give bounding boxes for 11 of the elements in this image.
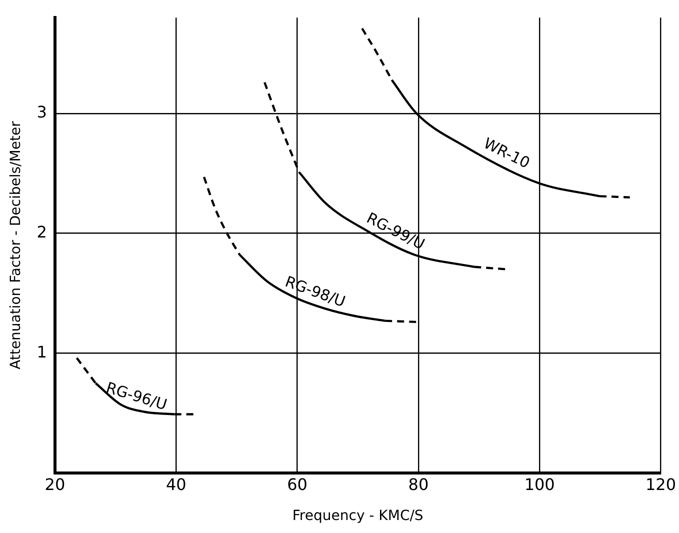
x-tick-label: 80	[408, 474, 429, 494]
y-axis-title: Attenuation Factor - Decibels/Meter	[8, 120, 24, 370]
x-axis-title: Frequency - KMC/S	[292, 508, 424, 524]
x-tick-label: 60	[287, 474, 308, 494]
y-tick-label: 1	[36, 342, 47, 362]
x-tick-label: 40	[166, 474, 186, 494]
y-tick-label: 2	[36, 222, 47, 242]
x-tick-label: 100	[524, 474, 555, 494]
x-tick-label: 20	[44, 474, 66, 494]
x-tick-label: 120	[645, 474, 676, 494]
y-tick-label: 3	[36, 102, 47, 122]
